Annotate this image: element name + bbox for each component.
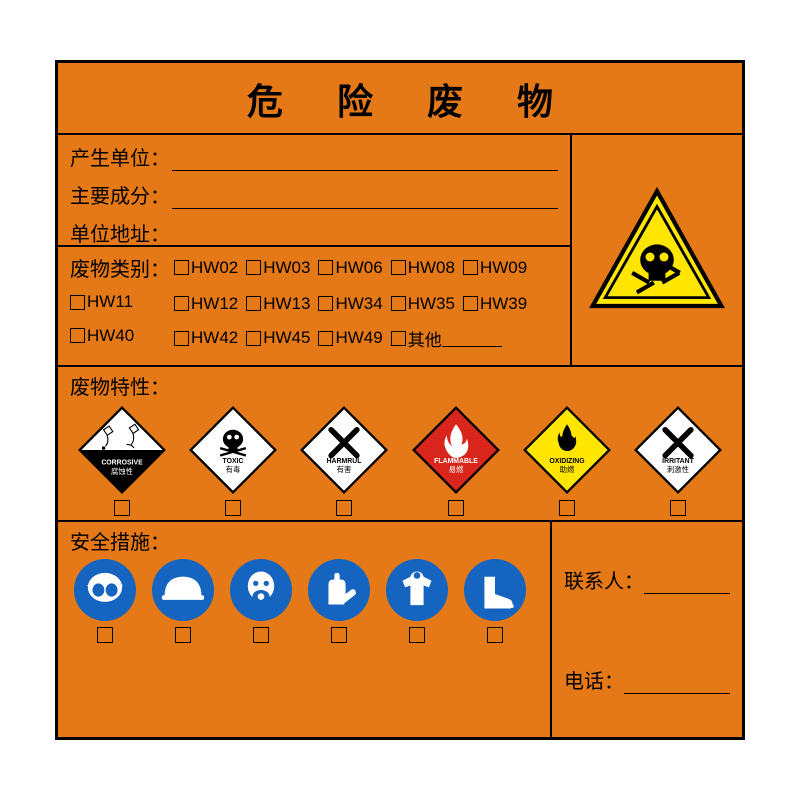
goggles-safety-icon [72, 557, 138, 623]
suit-safety-icon [384, 557, 450, 623]
characteristics-label: 废物特性： [70, 371, 730, 400]
svg-text:有害: 有害 [337, 465, 352, 474]
harmful-checkbox[interactable] [336, 500, 352, 516]
page-title: 危 险 废 物 [58, 63, 742, 135]
irritant-diamond-icon: IRRITANT 刺激性 [632, 404, 724, 496]
contact-info: 联系人： 电话： [552, 522, 742, 737]
svg-text:TOXIC: TOXIC [223, 458, 244, 465]
category-HW42[interactable]: HW42 [174, 326, 238, 351]
phone-label: 电话： [564, 665, 624, 694]
info-label-1: 主要成分： [70, 180, 170, 209]
oxidizing-checkbox[interactable] [559, 500, 575, 516]
helmet-checkbox[interactable] [175, 627, 191, 643]
category-HW02[interactable]: HW02 [174, 253, 238, 282]
corrosive-diamond-icon: CORROSIVE 腐蚀性 [76, 404, 168, 496]
waste-characteristics: 废物特性： CORROSIVE 腐蚀性 TOXIC 有毒 HARMRUL 有害 … [58, 367, 742, 522]
boots-safety-icon [462, 557, 528, 623]
flammable-checkbox[interactable] [448, 500, 464, 516]
svg-text:IRRITANT: IRRITANT [662, 458, 694, 465]
contact-person-field[interactable] [644, 572, 730, 594]
helmet-safety-icon [150, 557, 216, 623]
harmful-diamond-icon: HARMRUL 有害 [298, 404, 390, 496]
svg-text:腐蚀性: 腐蚀性 [111, 467, 133, 476]
generator-info: 产生单位： 主要成分： 单位地址： [58, 135, 570, 247]
svg-text:FLAMMABLE: FLAMMABLE [434, 458, 478, 465]
hazardous-waste-label: 危 险 废 物 产生单位： 主要成分： 单位地址： 废物类别：HW02 HW03 HW0… [55, 60, 745, 740]
category-HW35[interactable]: HW35 [391, 292, 455, 316]
boots-checkbox[interactable] [487, 627, 503, 643]
goggles-checkbox[interactable] [97, 627, 113, 643]
contact-person-label: 联系人： [564, 565, 644, 594]
svg-text:易燃: 易燃 [448, 465, 463, 474]
svg-text:HARMRUL: HARMRUL [327, 458, 362, 465]
safety-measures: 安全措施： [58, 522, 552, 737]
waste-category: 废物类别：HW02 HW03 HW06 HW08 HW09 HW11 HW12 HW13 HW3… [58, 247, 570, 365]
category-HW49[interactable]: HW49 [318, 326, 382, 351]
svg-text:CORROSIVE: CORROSIVE [101, 460, 143, 467]
category-HW06[interactable]: HW06 [318, 253, 382, 282]
toxic-diamond-icon: TOXIC 有毒 [187, 404, 279, 496]
svg-text:刺激性: 刺激性 [667, 465, 689, 474]
category-HW12[interactable]: HW12 [174, 292, 238, 316]
info-field-0[interactable] [172, 147, 558, 171]
category-HW03[interactable]: HW03 [246, 253, 310, 282]
category-HW11[interactable]: HW11 [70, 292, 133, 312]
svg-text:有毒: 有毒 [226, 465, 241, 474]
suit-checkbox[interactable] [409, 627, 425, 643]
category-HW08[interactable]: HW08 [391, 253, 455, 282]
category-HW34[interactable]: HW34 [318, 292, 382, 316]
mask-safety-icon [228, 557, 294, 623]
category-label: 废物类别： [70, 253, 174, 282]
category-HW40[interactable]: HW40 [70, 326, 134, 346]
category-HW09[interactable]: HW09 [463, 253, 527, 282]
mask-checkbox[interactable] [253, 627, 269, 643]
info-field-2[interactable] [172, 223, 558, 247]
phone-field[interactable] [624, 672, 730, 694]
info-label-2: 单位地址： [70, 218, 170, 247]
irritant-checkbox[interactable] [670, 500, 686, 516]
oxidizing-diamond-icon: OXIDIZING 助燃 [521, 404, 613, 496]
safety-label: 安全措施： [70, 526, 538, 555]
gloves-safety-icon [306, 557, 372, 623]
skull-warning-triangle-icon [587, 187, 727, 313]
flammable-diamond-icon: FLAMMABLE 易燃 [410, 404, 502, 496]
info-label-0: 产生单位： [70, 142, 170, 171]
category-other[interactable]: 其他 [391, 326, 502, 351]
info-field-1[interactable] [172, 185, 558, 209]
warning-triangle-panel [572, 135, 742, 365]
gloves-checkbox[interactable] [331, 627, 347, 643]
category-HW39[interactable]: HW39 [463, 292, 527, 316]
category-HW13[interactable]: HW13 [246, 292, 310, 316]
svg-text:助燃: 助燃 [559, 465, 574, 474]
corrosive-checkbox[interactable] [114, 500, 130, 516]
category-HW45[interactable]: HW45 [246, 326, 310, 351]
toxic-checkbox[interactable] [225, 500, 241, 516]
svg-text:OXIDIZING: OXIDIZING [549, 458, 584, 465]
